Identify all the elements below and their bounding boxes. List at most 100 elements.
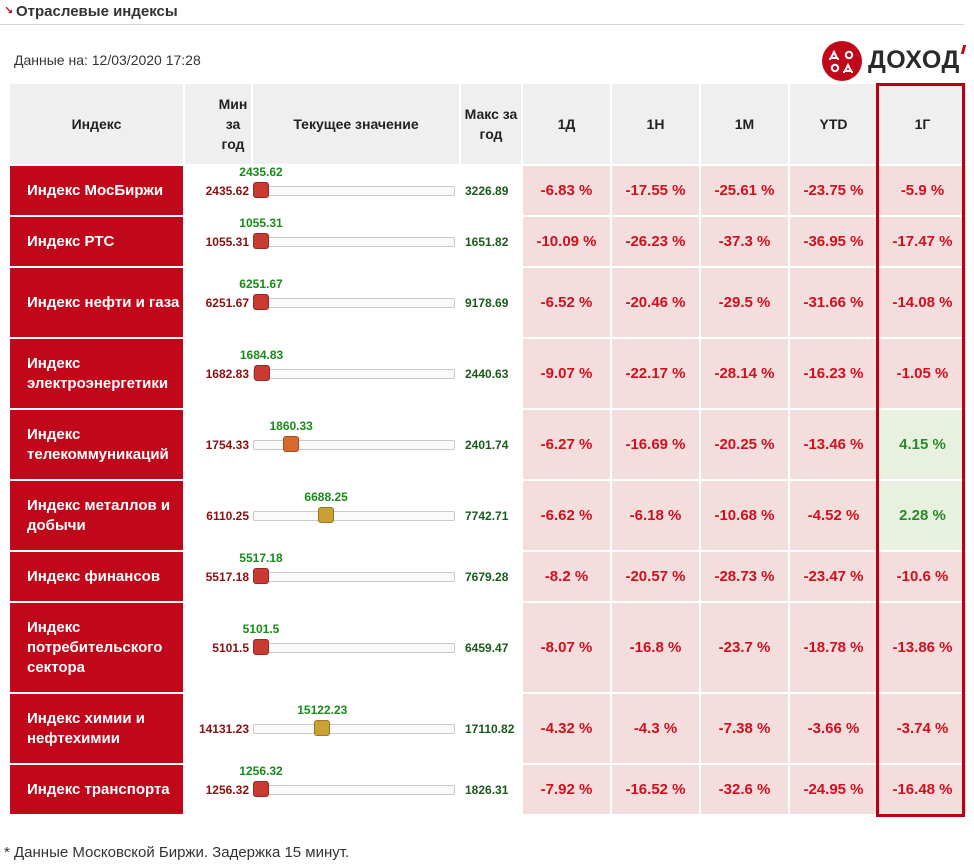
index-name[interactable]: Индекс МосБиржи xyxy=(10,166,183,215)
current-value: 1684.83 xyxy=(239,347,284,362)
range-track xyxy=(253,723,455,734)
table-row[interactable]: Индекс металлов и добычи 6110.25 6688.25 77… xyxy=(10,481,966,550)
year-min-value: 1682.83 xyxy=(205,366,249,381)
change-ytd: -36.95 % xyxy=(790,217,877,266)
index-name[interactable]: Индекс химии и нефтехимии xyxy=(10,694,183,763)
change-1d: -10.09 % xyxy=(523,217,610,266)
col-header-ytd[interactable]: YTD xyxy=(790,84,877,164)
table-row[interactable]: Индекс МосБиржи 2435.62 2435.62 3226.89 -6.8… xyxy=(10,165,966,215)
change-1y: -5.9 % xyxy=(879,166,966,215)
range-marker xyxy=(253,567,269,584)
change-1y: 4.15 % xyxy=(879,410,966,479)
table-row[interactable]: Индекс финансов 5517.18 5517.18 7679.28 -8.2… xyxy=(10,551,966,601)
year-min-value: 5101.5 xyxy=(212,640,249,655)
change-1w: -20.57 % xyxy=(612,552,699,601)
table-row[interactable]: Индекс нефти и газа 6251.67 6251.67 9178.69… xyxy=(10,268,966,337)
col-header-max[interactable]: Макс за год xyxy=(461,84,521,164)
current-value-range: 2435.62 xyxy=(239,165,459,215)
year-max-value: 2401.74 xyxy=(465,437,509,452)
index-name[interactable]: Индекс нефти и газа xyxy=(10,268,183,337)
table-row[interactable]: Индекс химии и нефтехимии 14131.23 15122.2… xyxy=(10,694,966,763)
table-row[interactable]: Индекс телекоммуникаций 1754.33 1860.33 240… xyxy=(10,410,966,479)
range-track xyxy=(253,236,455,247)
change-1m: -7.38 % xyxy=(701,694,788,763)
change-1d: -4.32 % xyxy=(523,694,610,763)
change-ytd: -23.47 % xyxy=(790,552,877,601)
range-marker xyxy=(253,181,269,198)
change-1m: -28.73 % xyxy=(701,552,788,601)
current-value: 6688.25 xyxy=(304,489,348,504)
col-header-1d[interactable]: 1Д xyxy=(523,84,610,164)
range-track xyxy=(253,297,455,308)
change-1d: -6.27 % xyxy=(523,410,610,479)
change-1m: -10.68 % xyxy=(701,481,788,550)
current-value-range: 1256.32 xyxy=(239,764,459,814)
current-value-range: 1860.33 xyxy=(253,410,459,479)
col-header-1w[interactable]: 1Н xyxy=(612,84,699,164)
logo-text: ДОХОД xyxy=(868,46,960,74)
current-value-range: 1684.83 xyxy=(240,339,459,408)
index-name[interactable]: Индекс металлов и добычи xyxy=(10,481,183,550)
change-1w: -20.46 % xyxy=(612,268,699,337)
year-max-value: 1826.31 xyxy=(465,782,509,797)
year-min-value: 6110.25 xyxy=(206,508,249,523)
current-value: 5517.18 xyxy=(239,550,283,565)
change-1y: -16.48 % xyxy=(879,765,966,814)
current-value: 1860.33 xyxy=(269,418,313,433)
col-header-index[interactable]: Индекс xyxy=(10,84,183,164)
index-name[interactable]: Индекс финансов xyxy=(10,552,183,601)
table-row[interactable]: Индекс потребительского сектора 5101.5 510… xyxy=(10,603,966,692)
change-ytd: -24.95 % xyxy=(790,765,877,814)
year-min-value: 1754.33 xyxy=(205,437,249,452)
table-row[interactable]: Индекс электроэнергетики 1682.83 1684.83 24… xyxy=(10,339,966,408)
range-track xyxy=(253,185,455,196)
table-row[interactable]: Индекс РТС 1055.31 1055.31 1651.82 -10.09 % -… xyxy=(10,216,966,266)
year-min-value: 2435.62 xyxy=(205,183,249,198)
index-name[interactable]: Индекс электроэнергетики xyxy=(10,339,183,408)
section-title: Отраслевые индексы xyxy=(16,3,178,20)
change-1m: -28.14 % xyxy=(701,339,788,408)
sector-indices-table: Индекс Мин за год Текущее значение Макс … xyxy=(8,82,968,816)
change-1y: -10.6 % xyxy=(879,552,966,601)
col-header-1m[interactable]: 1М xyxy=(701,84,788,164)
index-name[interactable]: Индекс транспорта xyxy=(10,765,183,814)
section-header: ↘ Отраслевые индексы xyxy=(0,0,964,25)
change-1w: -16.52 % xyxy=(612,765,699,814)
change-1m: -25.61 % xyxy=(701,166,788,215)
change-ytd: -13.46 % xyxy=(790,410,877,479)
index-name[interactable]: Индекс потребительского сектора xyxy=(10,603,183,692)
change-1w: -16.69 % xyxy=(612,410,699,479)
col-header-min[interactable]: Мин за год xyxy=(185,84,251,164)
change-1d: -8.2 % xyxy=(523,552,610,601)
index-name[interactable]: Индекс РТС xyxy=(10,217,183,266)
range-marker xyxy=(253,293,269,310)
table-row[interactable]: Индекс транспорта 1256.32 1256.32 1826.31 -7… xyxy=(10,764,966,814)
year-min-value: 1256.32 xyxy=(205,782,249,797)
change-1w: -22.17 % xyxy=(612,339,699,408)
range-track xyxy=(253,368,455,379)
current-value: 1256.32 xyxy=(239,763,283,778)
change-ytd: -3.66 % xyxy=(790,694,877,763)
range-track xyxy=(253,784,455,795)
logo-accent xyxy=(960,45,967,54)
dohod-logo[interactable]: ДОХОД xyxy=(822,41,968,81)
col-header-1y[interactable]: 1Г xyxy=(879,84,966,164)
change-1d: -6.62 % xyxy=(523,481,610,550)
current-value-range: 6688.25 xyxy=(253,481,459,550)
col-header-current[interactable]: Текущее значение xyxy=(253,84,459,164)
change-1d: -8.07 % xyxy=(523,603,610,692)
range-marker xyxy=(283,435,300,452)
arrow-down-right-icon: ↘ xyxy=(4,5,14,17)
change-1y: -13.86 % xyxy=(879,603,966,692)
logo-mark-icon xyxy=(822,41,862,81)
year-max-value: 2440.63 xyxy=(465,366,509,381)
change-1y: -3.74 % xyxy=(879,694,966,763)
year-max-value: 9178.69 xyxy=(465,295,509,310)
footnote: * Данные Московской Биржи. Задержка 15 м… xyxy=(4,844,350,861)
year-min-value: 5517.18 xyxy=(205,569,249,584)
table-header-row: Индекс Мин за год Текущее значение Макс … xyxy=(10,84,966,164)
current-value-range: 5517.18 xyxy=(239,551,459,601)
change-ytd: -16.23 % xyxy=(790,339,877,408)
range-marker xyxy=(253,364,270,381)
index-name[interactable]: Индекс телекоммуникаций xyxy=(10,410,183,479)
